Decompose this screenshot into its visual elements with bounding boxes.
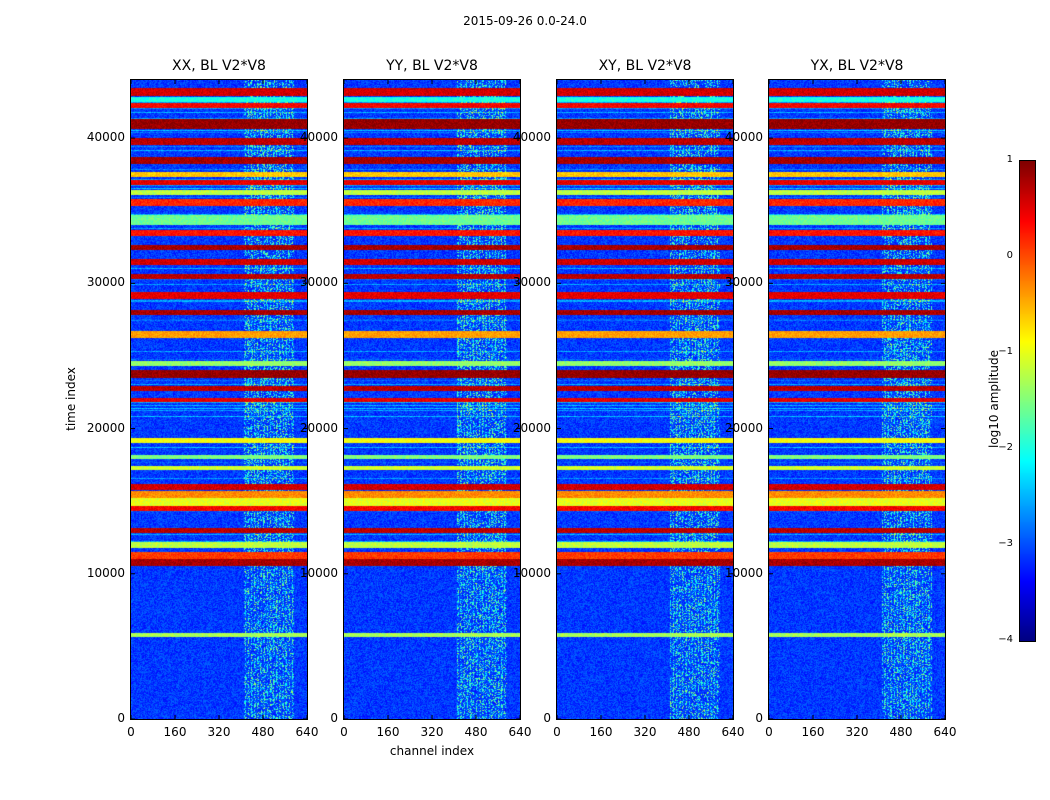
x-tick-label: 320	[633, 725, 657, 739]
y-tick-label: 0	[755, 711, 763, 725]
heatmap-image	[769, 80, 945, 719]
x-tick-label: 480	[889, 725, 913, 739]
x-tick-label: 640	[721, 725, 745, 739]
y-tick-label: 40000	[724, 130, 763, 145]
panel-axes	[130, 79, 308, 720]
y-tick-label: 20000	[86, 420, 125, 435]
x-tick-label: 160	[376, 725, 400, 739]
x-tick-label: 480	[251, 725, 275, 739]
x-tick-label: 640	[295, 725, 319, 739]
y-tick-label: 10000	[512, 565, 551, 580]
panel-title: XY, BL V2*V8	[598, 58, 692, 74]
y-tick-label: 30000	[512, 275, 551, 290]
y-tick-label: 10000	[299, 565, 338, 580]
x-tick-label: 160	[801, 725, 825, 739]
y-tick-label: 20000	[299, 420, 338, 435]
x-axis-label: channel index	[389, 744, 475, 758]
x-tick-label: 0	[127, 725, 135, 739]
y-tick-label: 30000	[724, 275, 763, 290]
axes-frame	[768, 79, 946, 720]
x-tick-label: 640	[508, 725, 532, 739]
panel-title: YX, BL V2*V8	[810, 58, 904, 74]
x-tick-label: 160	[589, 725, 613, 739]
panel-title: XX, BL V2*V8	[172, 58, 266, 74]
y-tick-label: 30000	[299, 275, 338, 290]
colorbar-tick-label: 1	[1006, 154, 1013, 165]
axes-frame	[130, 79, 308, 720]
x-tick-label: 160	[163, 725, 187, 739]
y-tick-label: 10000	[724, 565, 763, 580]
x-tick-label: 0	[553, 725, 561, 739]
x-tick-label: 320	[207, 725, 231, 739]
axes-frame	[343, 79, 521, 720]
y-tick-label: 40000	[86, 130, 125, 145]
axes-frame	[556, 79, 734, 720]
colorbar-tick-label: −4	[998, 634, 1013, 645]
x-tick-label: 0	[765, 725, 773, 739]
y-tick-label: 30000	[86, 275, 125, 290]
colorbar-tick-label: −1	[998, 346, 1013, 357]
panel-axes	[556, 79, 734, 720]
heatmap-image	[131, 80, 307, 719]
panel-axes	[343, 79, 521, 720]
figure-title: 2015-09-26 0.0-24.0	[463, 14, 587, 28]
y-tick-label: 40000	[299, 130, 338, 145]
colorbar-label: log10 amplitude	[987, 350, 1001, 449]
y-tick-label: 0	[543, 711, 551, 725]
x-tick-label: 320	[845, 725, 869, 739]
y-tick-label: 10000	[86, 565, 125, 580]
x-tick-label: 480	[464, 725, 488, 739]
y-tick-label: 20000	[724, 420, 763, 435]
heatmap-image	[344, 80, 520, 719]
x-tick-label: 480	[677, 725, 701, 739]
y-axis-label: time index	[64, 366, 78, 431]
x-tick-label: 320	[420, 725, 444, 739]
panel-axes	[768, 79, 946, 720]
y-tick-label: 0	[117, 711, 125, 725]
x-tick-label: 0	[340, 725, 348, 739]
colorbar-gradient	[1019, 160, 1036, 642]
colorbar-tick-label: −3	[998, 538, 1013, 549]
y-tick-label: 0	[330, 711, 338, 725]
x-tick-label: 640	[933, 725, 957, 739]
y-tick-label: 40000	[512, 130, 551, 145]
y-tick-label: 20000	[512, 420, 551, 435]
colorbar-tick-label: −2	[998, 442, 1013, 453]
panel-title: YY, BL V2*V8	[386, 58, 478, 74]
colorbar-tick-label: 0	[1006, 250, 1013, 261]
heatmap-image	[557, 80, 733, 719]
